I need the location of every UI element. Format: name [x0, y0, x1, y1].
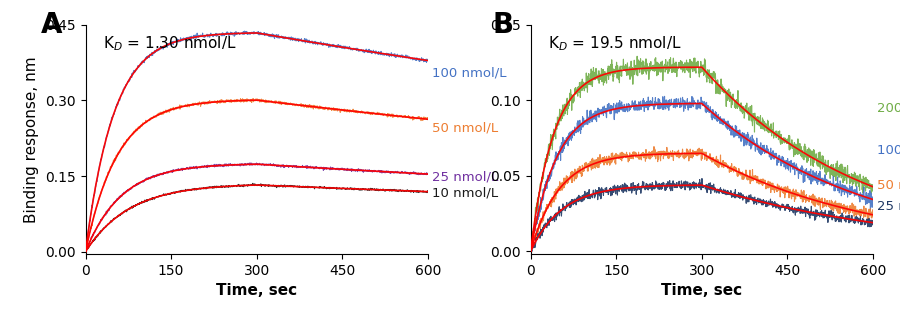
Text: 25 nmol/L: 25 nmol/L: [877, 199, 900, 212]
X-axis label: Time, sec: Time, sec: [216, 283, 297, 299]
Text: 200 nmol/L: 200 nmol/L: [877, 101, 900, 114]
Text: 50 nmol/L: 50 nmol/L: [432, 122, 498, 135]
Text: K$_D$ = 1.30 nmol/L: K$_D$ = 1.30 nmol/L: [103, 34, 237, 53]
Text: A: A: [41, 11, 62, 39]
Text: 100 nmol/L: 100 nmol/L: [432, 66, 507, 79]
Text: 100 nmol/L: 100 nmol/L: [877, 144, 900, 157]
Y-axis label: Binding response, nm: Binding response, nm: [24, 56, 40, 223]
Text: 50 nmol/L: 50 nmol/L: [877, 178, 900, 191]
Text: 25 nmol/L: 25 nmol/L: [432, 170, 498, 184]
X-axis label: Time, sec: Time, sec: [662, 283, 742, 299]
Text: B: B: [493, 11, 514, 39]
Text: K$_D$ = 19.5 nmol/L: K$_D$ = 19.5 nmol/L: [548, 34, 681, 53]
Text: 10 nmol/L: 10 nmol/L: [432, 187, 498, 200]
